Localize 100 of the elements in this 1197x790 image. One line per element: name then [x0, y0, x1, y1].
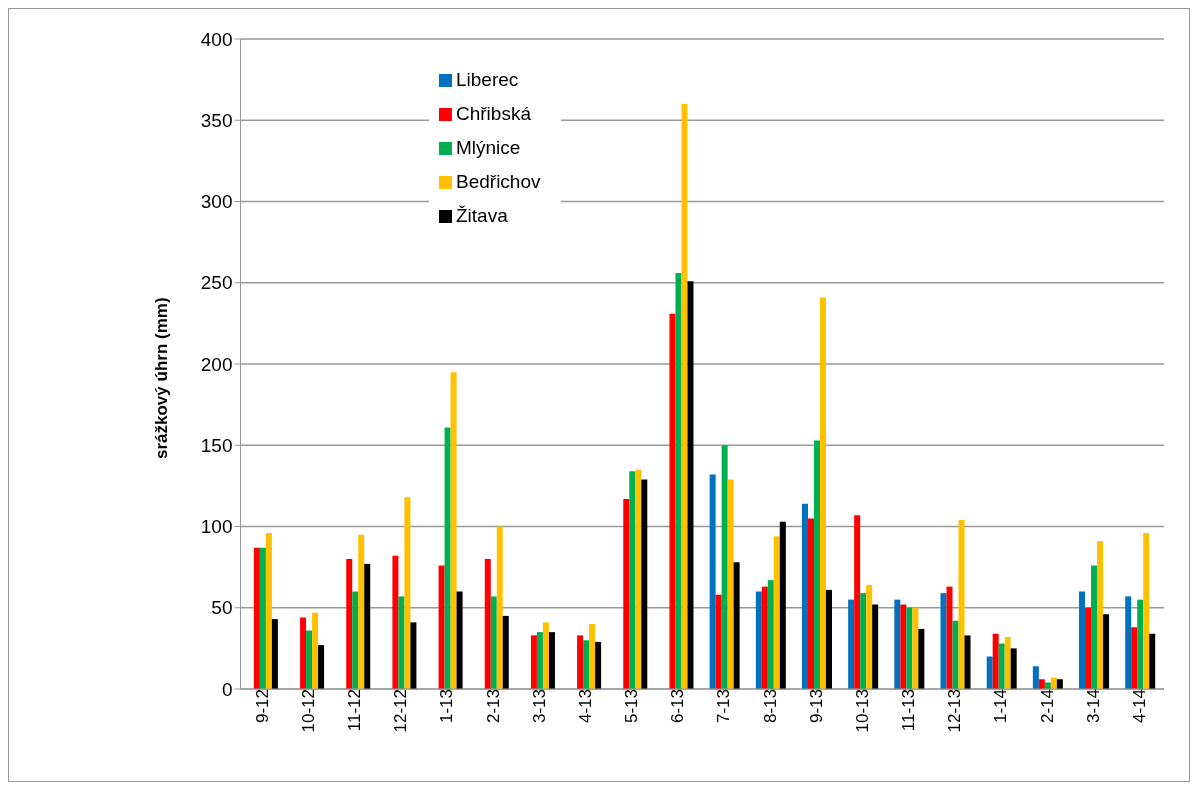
y-tick-label: 0 [221, 678, 233, 700]
bar [848, 599, 855, 689]
bar [946, 586, 953, 689]
bar [595, 641, 602, 689]
bar [906, 607, 913, 689]
legend-label: Mlýnice [456, 137, 521, 158]
bar [940, 593, 947, 689]
bar [964, 635, 971, 689]
bar [1085, 607, 1092, 689]
bar [1125, 596, 1132, 689]
bar [484, 559, 491, 689]
bar [404, 497, 411, 689]
legend-label: Liberec [456, 69, 519, 90]
bar [872, 604, 879, 689]
bar [918, 628, 925, 689]
bar [456, 591, 463, 689]
bar [854, 515, 861, 689]
y-tick-label: 350 [200, 110, 233, 131]
bar [807, 518, 814, 689]
bar [767, 580, 774, 689]
bar [530, 635, 537, 689]
x-tick-label: 10-12 [298, 689, 318, 733]
x-tick-label: 6-13 [668, 689, 688, 724]
legend-label: Bedřichov [456, 171, 541, 192]
x-tick-label: 3-14 [1083, 689, 1103, 724]
bar [675, 273, 682, 689]
bar [259, 547, 266, 689]
bar [352, 591, 359, 689]
bar [1079, 591, 1086, 689]
bar [438, 565, 445, 689]
bar [1038, 679, 1045, 689]
x-tick-label: 11-13 [899, 689, 919, 732]
bar [589, 624, 596, 689]
bar [1010, 648, 1017, 689]
bar [450, 372, 457, 689]
bar [358, 534, 365, 689]
bar [733, 562, 740, 689]
bar [992, 633, 999, 689]
bar [548, 632, 555, 689]
bar [1004, 637, 1011, 689]
bar [819, 297, 826, 689]
bar [900, 604, 907, 689]
bar [860, 593, 867, 689]
x-tick-label: 4-14 [1129, 689, 1149, 724]
bar [536, 632, 543, 689]
bar [1056, 679, 1063, 689]
bar [271, 619, 278, 689]
y-tick-label: 100 [200, 516, 233, 538]
x-tick-label: 12-12 [391, 689, 411, 733]
legend-label: Žitava [456, 205, 508, 226]
bar [998, 643, 1005, 689]
bar [629, 471, 636, 689]
y-tick-label: 50 [211, 597, 233, 619]
bar [318, 645, 325, 689]
bar [721, 445, 728, 689]
x-tick-label: 12-13 [945, 689, 965, 733]
x-tick-label: 4-13 [575, 689, 595, 724]
bar [755, 591, 762, 689]
bar [410, 622, 417, 689]
bar [779, 521, 786, 689]
bar [825, 589, 832, 689]
x-tick-label: 10-13 [852, 689, 872, 733]
bar [866, 585, 873, 689]
bar [958, 520, 965, 689]
bar [490, 596, 497, 689]
bar [265, 533, 272, 689]
y-axis-title: srážkový úhrn (mm) [151, 297, 171, 459]
y-tick-label: 300 [200, 191, 233, 213]
x-tick-label: 7-13 [714, 689, 734, 724]
bar [346, 559, 353, 689]
y-tick-label: 250 [200, 272, 233, 294]
bar [364, 563, 371, 689]
bar [502, 615, 509, 689]
x-tick-label: 3-13 [529, 689, 549, 724]
bar [727, 479, 734, 689]
y-tick-label: 400 [200, 28, 233, 50]
x-tick-label: 2-13 [483, 689, 503, 724]
bar [392, 555, 399, 689]
bar [1149, 633, 1156, 689]
bar [300, 617, 307, 689]
bar [496, 526, 503, 689]
bar [1131, 627, 1138, 689]
bar [773, 536, 780, 689]
bar [1137, 599, 1144, 689]
bar [1032, 666, 1039, 689]
bar [583, 640, 590, 689]
bar [1143, 533, 1150, 689]
x-tick-label: 9-12 [252, 689, 272, 724]
x-tick-label: 1-13 [437, 689, 457, 724]
x-tick-label: 5-13 [622, 689, 642, 724]
bar [986, 656, 993, 689]
bar [952, 620, 959, 689]
bar [641, 479, 648, 689]
bar [801, 503, 808, 689]
y-tick-label: 200 [200, 353, 233, 375]
y-tick-label: 150 [200, 434, 233, 456]
x-tick-label: 2-14 [1037, 689, 1057, 724]
bar [253, 547, 260, 689]
bar [715, 594, 722, 689]
bar [542, 622, 549, 689]
